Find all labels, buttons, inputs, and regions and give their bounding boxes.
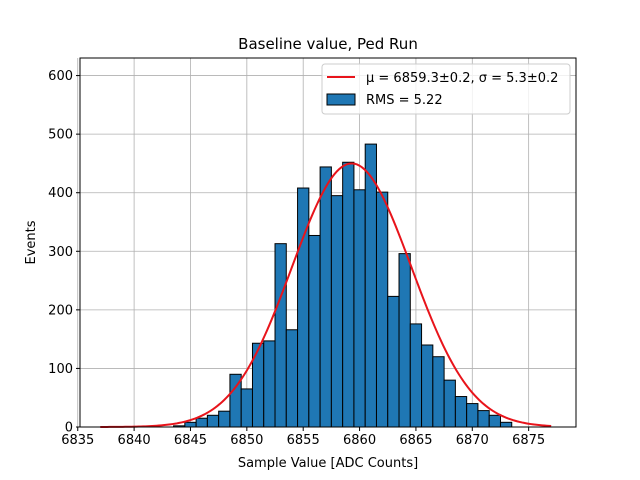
- histogram-bar-10: [285, 329, 299, 428]
- legend: μ = 6859.3±0.2, σ = 5.3±0.2 RMS = 5.22: [321, 63, 571, 115]
- gaussian-fit-curve: [100, 162, 552, 428]
- x-tick-label-2: 6845: [174, 433, 207, 448]
- histogram-bar-16: [353, 189, 366, 428]
- y-tick-label-4: 400: [48, 186, 73, 201]
- histogram-bar-17: [364, 143, 377, 428]
- x-tick-label-6: 6865: [399, 433, 432, 448]
- y-tick-label-2: 200: [48, 303, 73, 318]
- histogram-bar-8: [263, 340, 276, 428]
- legend-fit-label: μ = 6859.3±0.2, σ = 5.3±0.2: [366, 71, 558, 86]
- x-tick-label-7: 6870: [456, 433, 489, 448]
- histogram-bar-27: [477, 410, 490, 428]
- histogram-bar-29: [499, 421, 513, 428]
- y-tick-label-5: 500: [48, 128, 73, 143]
- histogram-bar-14: [330, 195, 344, 428]
- histogram-bar-13: [319, 166, 332, 428]
- y-axis-label: Events: [24, 220, 39, 264]
- histogram-bar-26: [466, 403, 479, 428]
- histogram-bar-4: [218, 410, 231, 428]
- y-tick-label-6: 600: [48, 69, 73, 84]
- histogram-bar-25: [454, 396, 468, 428]
- histogram-bar-18: [375, 191, 389, 428]
- x-axis-ticks: 6835 6840 6845 6850 6855 6860 6865 6870 6875: [61, 427, 545, 448]
- histogram-bar-19: [387, 295, 400, 428]
- histogram-bar-3: [206, 414, 220, 428]
- legend-hist-label: RMS = 5.22: [366, 93, 443, 108]
- y-axis-ticks: 0 100 200 300 400 500 600: [48, 69, 80, 436]
- histogram-bar-24: [443, 379, 456, 428]
- chart-title: Baseline value, Ped Run: [238, 35, 418, 53]
- y-tick-label-1: 100: [48, 362, 73, 377]
- y-tick-label-3: 300: [48, 245, 73, 260]
- x-tick-label-1: 6840: [118, 433, 151, 448]
- x-tick-label-5: 6860: [343, 433, 376, 448]
- histogram-bar-22: [421, 344, 434, 428]
- legend-hist-swatch: [326, 93, 356, 106]
- histogram-bar-23: [432, 356, 445, 428]
- plot-frame: [79, 57, 577, 428]
- histogram-bar-28: [488, 414, 501, 428]
- histogram-bar-20: [398, 253, 411, 428]
- x-tick-label-4: 6855: [287, 433, 320, 448]
- histogram-bars: [173, 143, 513, 428]
- histogram-bar-15: [342, 161, 355, 428]
- histogram-bar-21: [409, 323, 423, 428]
- histogram-bar-2: [195, 417, 208, 428]
- histogram-bar-1: [184, 421, 197, 428]
- x-tick-label-3: 6850: [230, 433, 263, 448]
- histogram-bar-6: [240, 388, 253, 428]
- histogram-bar-11: [297, 187, 310, 428]
- legend-box: [321, 63, 571, 115]
- x-axis-label: Sample Value [ADC Counts]: [238, 456, 418, 471]
- histogram-bar-9: [274, 243, 287, 428]
- x-tick-label-8: 6875: [512, 433, 545, 448]
- x-tick-label-0: 6835: [61, 433, 94, 448]
- histogram-bar-12: [308, 234, 321, 428]
- y-tick-label-0: 0: [65, 421, 73, 436]
